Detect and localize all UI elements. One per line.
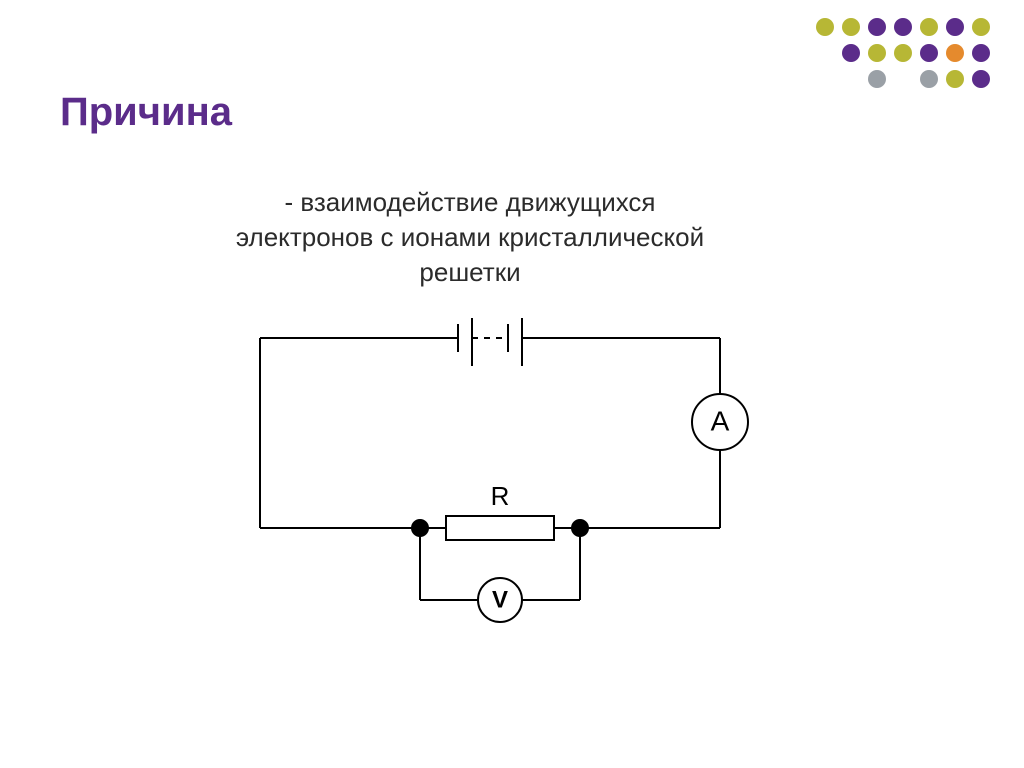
- ammeter-label: A: [711, 405, 730, 436]
- circuit-diagram: _+ARV: [230, 318, 750, 628]
- decor-dot: [920, 70, 938, 88]
- decor-dot: [868, 44, 886, 62]
- subtitle-line-1: - взаимодействие движущихся: [284, 187, 655, 217]
- slide-title: Причина: [60, 90, 232, 135]
- decor-dot: [842, 18, 860, 36]
- decor-dot: [842, 44, 860, 62]
- slide-subtitle: - взаимодействие движущихся электронов с…: [150, 185, 790, 290]
- decor-dot: [920, 44, 938, 62]
- circuit-svg: _+ARV: [230, 318, 750, 628]
- decor-dot: [972, 18, 990, 36]
- decor-dot: [972, 70, 990, 88]
- resistor-icon: [446, 516, 554, 540]
- decor-dot: [868, 70, 886, 88]
- decor-dot: [946, 70, 964, 88]
- slide: Причина - взаимодействие движущихся элек…: [0, 0, 1024, 768]
- decor-dot: [946, 18, 964, 36]
- decor-dot: [946, 44, 964, 62]
- voltmeter-label: V: [492, 586, 508, 613]
- decor-dot: [894, 18, 912, 36]
- decor-dot: [816, 18, 834, 36]
- resistor-label: R: [491, 481, 510, 511]
- decor-dot: [894, 44, 912, 62]
- subtitle-line-2: электронов с ионами кристаллической: [236, 222, 704, 252]
- decor-dots: [816, 18, 998, 96]
- decor-dot: [920, 18, 938, 36]
- subtitle-line-3: решетки: [419, 257, 520, 287]
- decor-dot: [972, 44, 990, 62]
- decor-dot: [868, 18, 886, 36]
